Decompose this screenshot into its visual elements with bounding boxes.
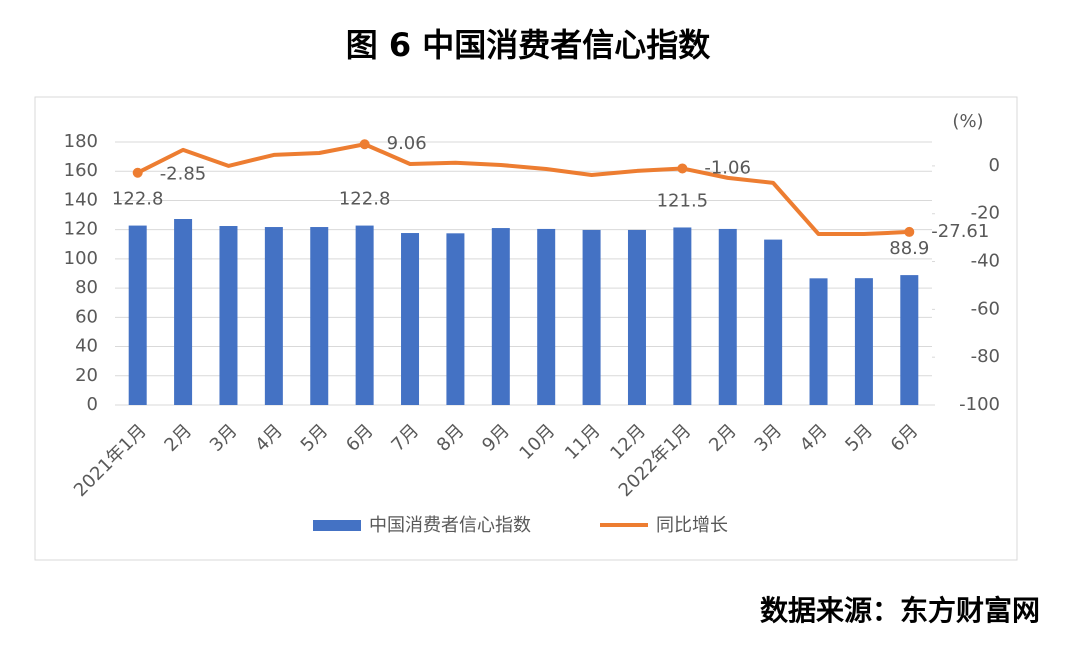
bar [310, 227, 329, 405]
y-tick-label: 40 [75, 336, 98, 357]
x-tick-label: 2月 [705, 420, 741, 456]
bar [401, 233, 420, 405]
bar [854, 278, 873, 405]
x-tick-label: 6月 [342, 420, 378, 456]
x-tick-label: 9月 [478, 420, 514, 456]
x-tick-label: 3月 [206, 420, 242, 456]
bar [174, 219, 193, 405]
y2-tick-label: -60 [971, 298, 1000, 319]
bar [355, 225, 374, 405]
bar [627, 229, 646, 405]
y-tick-label: 180 [64, 131, 98, 152]
y-tick-label: 0 [87, 394, 98, 415]
y2-tick-label: -80 [971, 346, 1000, 367]
chart-frame [34, 96, 1018, 561]
bar [718, 228, 737, 405]
bar-value-label: 122.8 [339, 189, 391, 210]
bar [900, 275, 919, 405]
line-value-label: -2.85 [160, 164, 207, 185]
y2-unit: (%) [952, 111, 983, 132]
x-tick-label: 6月 [887, 420, 923, 456]
y-tick-label: 60 [75, 306, 98, 327]
y-tick-label: 80 [75, 277, 98, 298]
y-tick-label: 120 [64, 219, 98, 240]
x-tick-label: 10月 [515, 420, 559, 464]
source: 数据来源：东方财富网 [760, 594, 1040, 627]
bar [219, 226, 238, 405]
chart-title: 图 6 中国消费者信心指数 [346, 26, 712, 64]
legend-label: 中国消费者信心指数 [369, 515, 531, 536]
bar [128, 225, 147, 405]
legend-swatch [313, 520, 361, 531]
line-point [904, 226, 915, 237]
line-point [677, 163, 688, 174]
y2-tick-label: -40 [971, 251, 1000, 272]
bar-value-label: 88.9 [889, 238, 929, 259]
bar [764, 239, 783, 405]
x-tick-label: 2021年1月 [70, 420, 151, 501]
line [136, 142, 910, 237]
x-tick-label: 11月 [561, 420, 605, 464]
y2-tick-label: -20 [971, 203, 1000, 224]
bar [264, 227, 283, 405]
bar-value-label: 121.5 [657, 190, 709, 211]
x-tick-label: 5月 [297, 420, 333, 456]
line-point [132, 167, 143, 178]
bar [809, 278, 828, 405]
x-tick-label: 5月 [841, 420, 877, 456]
y-tick-label: 20 [75, 365, 98, 386]
x-tick-label: 4月 [796, 420, 832, 456]
bar [446, 233, 465, 405]
y-tick-label: 140 [64, 189, 98, 210]
y2-tick-label: 0 [989, 155, 1000, 176]
bar-value-label: 122.8 [112, 189, 164, 210]
x-tick-label: 8月 [433, 420, 469, 456]
bar [491, 228, 510, 405]
bar [673, 227, 692, 405]
bar [537, 228, 556, 405]
x-tick-label: 3月 [751, 420, 787, 456]
line-value-label: -27.61 [931, 221, 989, 242]
y-tick-label: 100 [64, 248, 98, 269]
x-tick-label: 7月 [387, 420, 423, 456]
line-value-label: 9.06 [387, 133, 427, 154]
y2-tick-label: -100 [959, 394, 1000, 415]
x-tick-label: 4月 [251, 420, 287, 456]
x-tick-label: 2月 [160, 420, 196, 456]
line-value-label: -1.06 [704, 157, 751, 178]
y-tick-label: 160 [64, 160, 98, 181]
bar [582, 229, 601, 405]
line-point [359, 139, 370, 150]
legend-label: 同比增长 [656, 515, 728, 536]
